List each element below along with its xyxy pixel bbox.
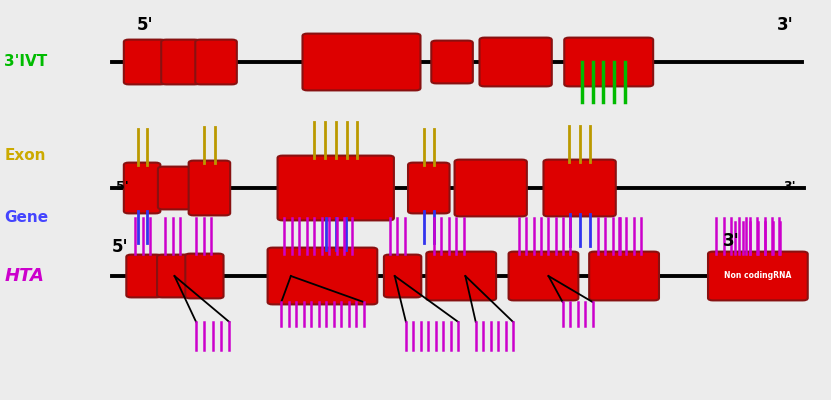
FancyBboxPatch shape xyxy=(426,252,496,300)
FancyBboxPatch shape xyxy=(589,252,659,300)
FancyBboxPatch shape xyxy=(564,38,653,86)
FancyBboxPatch shape xyxy=(158,166,191,209)
FancyBboxPatch shape xyxy=(543,160,616,216)
FancyBboxPatch shape xyxy=(185,254,224,298)
FancyBboxPatch shape xyxy=(384,254,421,298)
Text: Gene: Gene xyxy=(4,210,48,226)
Text: HTA: HTA xyxy=(4,267,44,285)
FancyBboxPatch shape xyxy=(195,40,237,84)
Text: 5': 5' xyxy=(137,16,154,34)
FancyBboxPatch shape xyxy=(268,248,377,304)
FancyBboxPatch shape xyxy=(431,41,473,84)
FancyBboxPatch shape xyxy=(161,40,199,84)
FancyBboxPatch shape xyxy=(157,254,190,298)
FancyBboxPatch shape xyxy=(455,160,527,216)
FancyBboxPatch shape xyxy=(708,252,808,300)
Text: 3'IVT: 3'IVT xyxy=(4,54,47,70)
FancyBboxPatch shape xyxy=(479,38,552,86)
Text: Exon: Exon xyxy=(4,148,46,164)
FancyBboxPatch shape xyxy=(126,254,161,298)
Text: 5': 5' xyxy=(116,180,129,192)
FancyBboxPatch shape xyxy=(189,160,230,215)
FancyBboxPatch shape xyxy=(278,156,394,220)
FancyBboxPatch shape xyxy=(509,252,578,300)
Text: 3': 3' xyxy=(723,232,740,250)
Text: 5': 5' xyxy=(112,238,129,256)
FancyBboxPatch shape xyxy=(124,40,165,84)
Text: Non codingRNA: Non codingRNA xyxy=(724,272,792,280)
Text: 3': 3' xyxy=(784,180,796,192)
FancyBboxPatch shape xyxy=(408,162,450,213)
FancyBboxPatch shape xyxy=(302,34,420,90)
Text: 3': 3' xyxy=(777,16,794,34)
FancyBboxPatch shape xyxy=(124,162,160,213)
